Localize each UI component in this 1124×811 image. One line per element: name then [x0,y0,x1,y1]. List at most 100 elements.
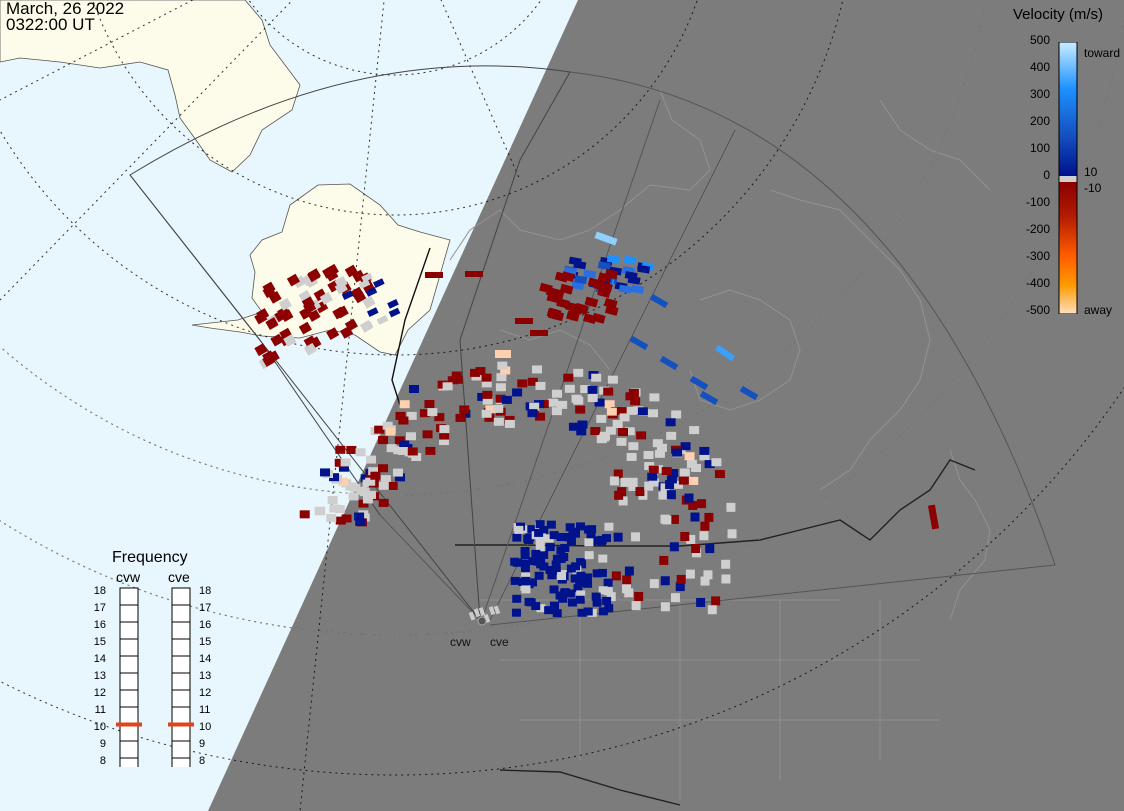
echo-cell [378,436,389,445]
echo-cell [500,366,511,375]
radar-site-marker [477,616,487,626]
frequency-cell [171,604,191,623]
echo-cell [600,431,611,440]
echo-cell [378,464,389,473]
frequency-cell [171,723,191,742]
graticule-night [0,0,1124,636]
echo-cell [552,554,562,563]
echo-cell [362,295,376,309]
colorbar-tick-label: 100 [1029,141,1050,155]
echo-cell [679,468,690,477]
echo-cell [576,427,587,436]
echo-cell [319,292,333,305]
echo-cell [704,512,714,522]
echo-cell [320,468,331,477]
echo-cell [637,407,648,416]
echo-cell [607,375,618,384]
echo-cell [358,499,369,508]
echo-cell [686,459,697,468]
echo-cell [549,601,559,610]
echo-cell [628,442,639,451]
echo-cell [520,559,530,568]
echo-cell [254,311,268,325]
echo-cell [283,334,297,347]
frequency-radar-west: cvw [116,569,141,585]
echo-cell [286,273,301,287]
echo-cell [334,458,345,467]
echo-cell [576,571,586,580]
echo-cell [452,375,463,384]
echo-cell [374,425,385,434]
echo-cell [574,302,589,314]
echo-cell [539,525,549,534]
echo-cell [574,275,588,285]
frequency-cell [119,740,139,759]
echo-cell [603,587,613,596]
echo-cell [672,448,683,457]
echo-cell [560,543,570,552]
echo-cell [332,306,346,320]
echo-cell [419,409,430,418]
echo-cell [482,396,493,405]
echo-cell [714,470,725,479]
echo-cell [592,569,602,578]
echo-cell [465,271,483,277]
frequency-level-label: 15 [93,636,106,648]
echo-cell [619,407,630,416]
echo-cell [584,551,594,560]
echo-cell [565,523,575,532]
echo-cell [525,533,535,542]
frequency-cell [119,757,139,767]
echo-cell [501,395,512,404]
echo-cell [620,477,630,487]
frequency-cell [119,638,139,657]
echo-cell [504,415,515,424]
echo-cell [575,405,586,414]
echo-cell [648,465,659,474]
echo-cell [699,390,719,406]
echo-cell [696,597,706,607]
echo-cell [527,409,538,418]
colorbar-away-band [1059,182,1077,314]
echo-cell [604,400,615,409]
echo-cell [596,414,607,423]
echo-cell [691,543,701,553]
echo-cell [424,400,435,409]
echo-cell [303,342,318,356]
frequency-cell [171,757,191,767]
echo-cell [684,493,694,503]
echo-cell [497,361,508,370]
echo-cell [459,405,470,414]
echo-cell [598,607,608,616]
echo-cell [514,525,524,534]
echo-cell [671,410,682,419]
echo-cell [298,321,312,335]
echo-cell [659,355,679,371]
echo-cell [669,542,679,552]
echo-cell [660,602,670,612]
echo-cell [584,538,594,547]
echo-cell [407,447,418,456]
echo-cell [378,498,389,507]
echo-cell [520,551,530,560]
echo-cell [629,335,649,351]
echo-cell [485,405,496,414]
echo-cell [531,549,541,558]
echo-cell [703,570,713,580]
echo-cell [670,593,680,603]
echo-cell [512,594,522,603]
echo-cell [626,406,637,415]
echo-cell [660,576,670,586]
echo-cell [455,413,466,422]
echo-cell [618,496,628,506]
colorbar-tick-label: -200 [1025,222,1050,236]
echo-cell [711,458,722,467]
echo-cell [626,452,637,461]
echo-cell [495,383,506,392]
echo-cell [348,492,359,501]
echo-cell [335,445,346,454]
echo-cell [387,481,398,490]
time-label: 0322:00 UT [6,15,95,34]
echo-cell [583,607,593,616]
